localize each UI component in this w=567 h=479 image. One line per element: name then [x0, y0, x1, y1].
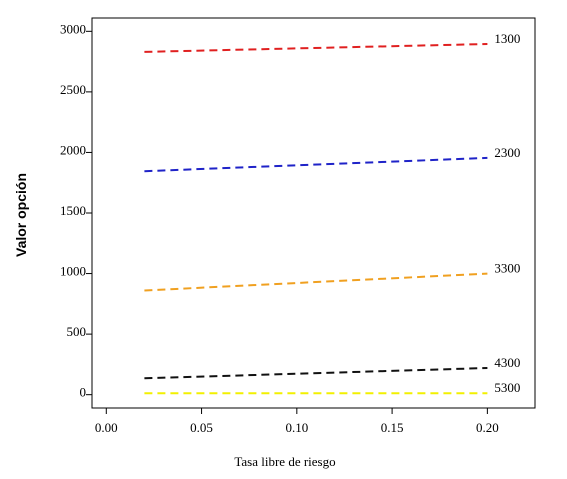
x-axis-label: Tasa libre de riesgo — [234, 454, 335, 469]
plot-area-frame — [91, 17, 536, 409]
y-tick-label: 2000 — [60, 142, 86, 157]
y-axis: 0 500 1000 1500 2000 2500 3000 — [60, 21, 92, 400]
x-axis: 0.00 0.05 0.10 0.15 0.20 — [95, 408, 499, 435]
series-label-4300: 4300 — [494, 355, 520, 370]
series-line-1300 — [144, 43, 488, 53]
y-axis-label: Valor opción — [13, 173, 29, 257]
y-tick-label: 0 — [80, 385, 87, 400]
y-tick-label: 1000 — [60, 264, 86, 279]
series-lines — [144, 43, 488, 395]
series-label-2300: 2300 — [494, 145, 520, 160]
x-tick-label: 0.05 — [190, 420, 213, 435]
series-label-1300: 1300 — [494, 31, 520, 46]
series-label-3300: 3300 — [494, 261, 520, 276]
series-line-2300 — [144, 156, 488, 173]
series-line-3300 — [144, 272, 488, 292]
y-tick-label: 1500 — [60, 203, 86, 218]
series-label-5300: 5300 — [494, 380, 520, 395]
y-tick-label: 2500 — [60, 82, 86, 97]
series-line-4300 — [144, 367, 488, 380]
series-labels: 1300 2300 3300 4300 5300 — [494, 31, 520, 395]
x-tick-label: 0.10 — [285, 420, 308, 435]
x-tick-label: 0.20 — [476, 420, 499, 435]
x-tick-label: 0.00 — [95, 420, 118, 435]
y-tick-label: 3000 — [60, 21, 86, 36]
x-tick-label: 0.15 — [381, 420, 404, 435]
y-tick-label: 500 — [67, 324, 87, 339]
